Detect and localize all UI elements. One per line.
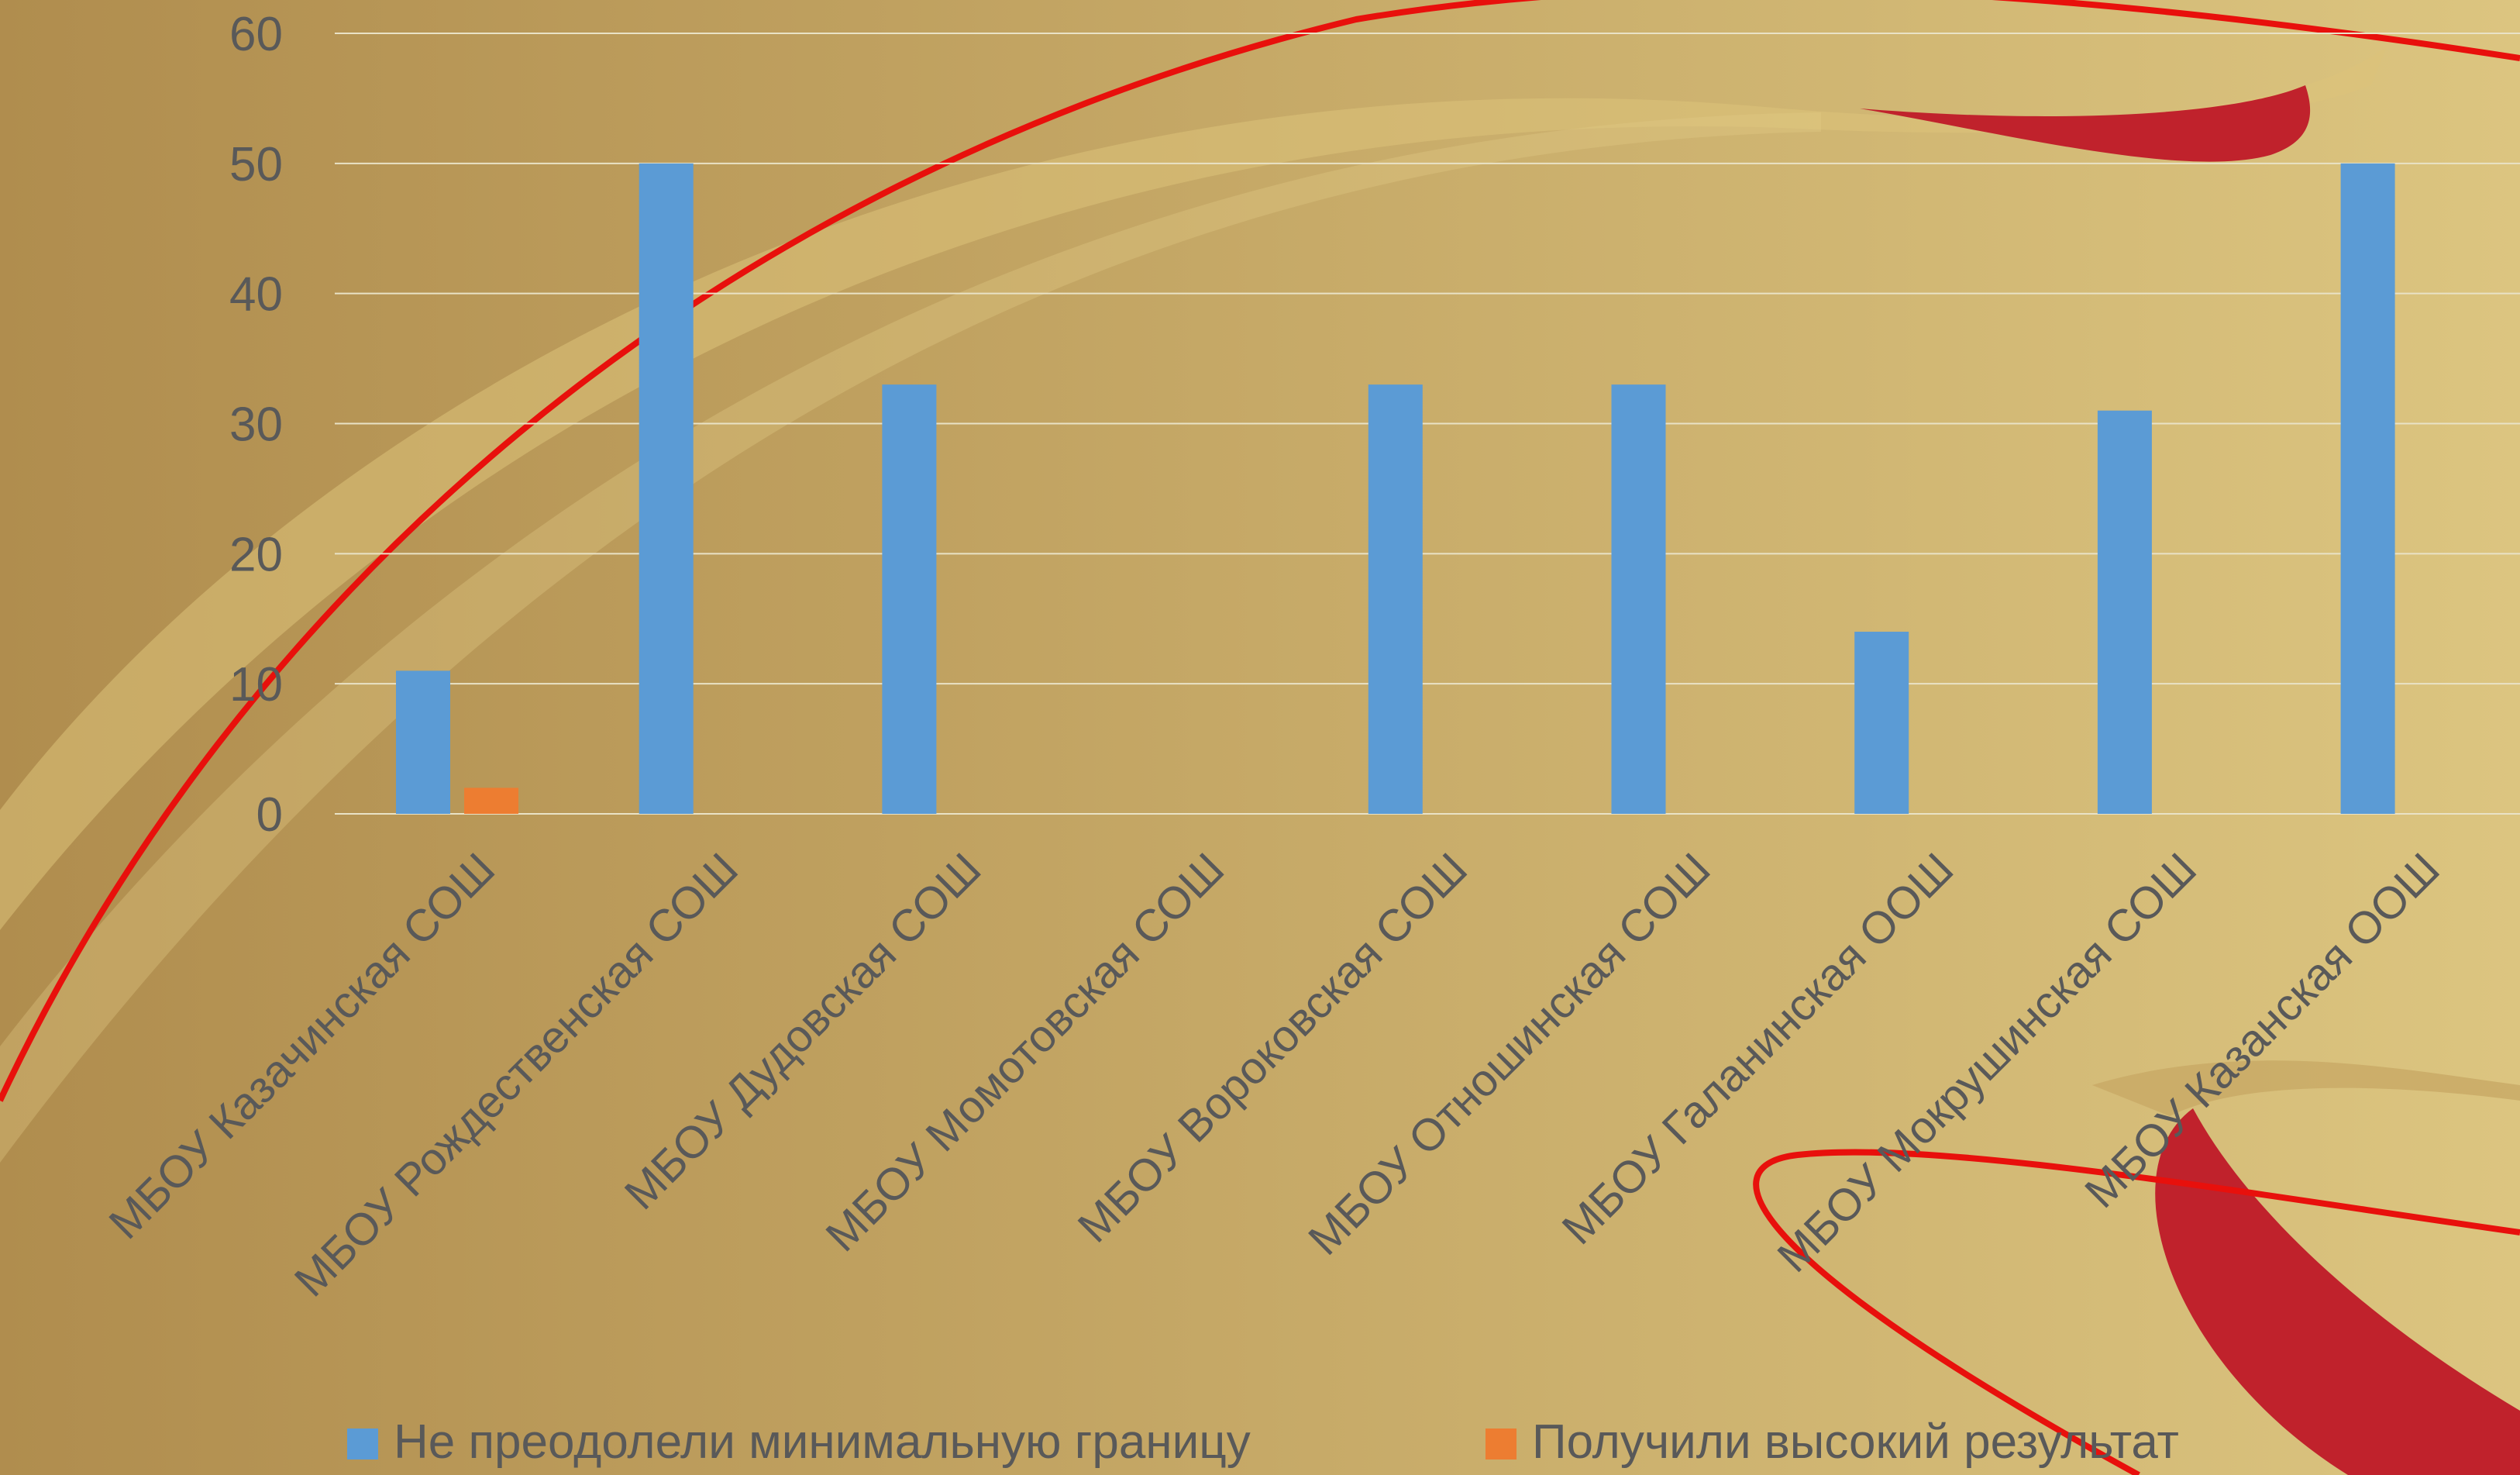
- bar-min-border: [396, 670, 450, 814]
- bar-min-border: [639, 163, 694, 815]
- red-ribbon-top: [1860, 85, 2311, 162]
- bar-min-border: [882, 384, 937, 814]
- legend: Не преодолели минимальную границу Получил…: [347, 1415, 2179, 1469]
- red-ribbon-bottom: [2155, 1108, 2520, 1475]
- tan-ribbon-bottom: [2092, 1060, 2520, 1116]
- y-tick-label: 50: [229, 138, 283, 191]
- legend-label: Не преодолели минимальную границу: [394, 1415, 1251, 1469]
- y-tick-label: 60: [229, 8, 283, 61]
- bar-min-border: [2340, 163, 2395, 815]
- legend-label: Получили высокий результат: [1532, 1415, 2179, 1469]
- bars: [396, 163, 2395, 815]
- red-thread-arc: [0, 0, 2520, 1102]
- y-tick-label: 0: [256, 788, 283, 842]
- red-thread-loop: [1753, 1149, 2520, 1475]
- legend-swatch: [347, 1428, 378, 1459]
- bar-min-border: [1611, 384, 1666, 814]
- light-swoosh-inner: [0, 112, 1821, 1163]
- y-axis: 0 10 20 30 40 50 60: [229, 8, 283, 842]
- y-tick-label: 40: [229, 268, 283, 322]
- y-tick-label: 30: [229, 398, 283, 452]
- bar-min-border: [1368, 384, 1423, 814]
- y-tick-label: 10: [229, 658, 283, 712]
- legend-swatch: [1485, 1428, 1516, 1459]
- bar-high-result: [464, 787, 518, 814]
- y-tick-label: 20: [229, 528, 283, 581]
- gridlines: [335, 33, 2520, 815]
- bar-min-border: [1854, 632, 1909, 814]
- bar-min-border: [2097, 410, 2152, 814]
